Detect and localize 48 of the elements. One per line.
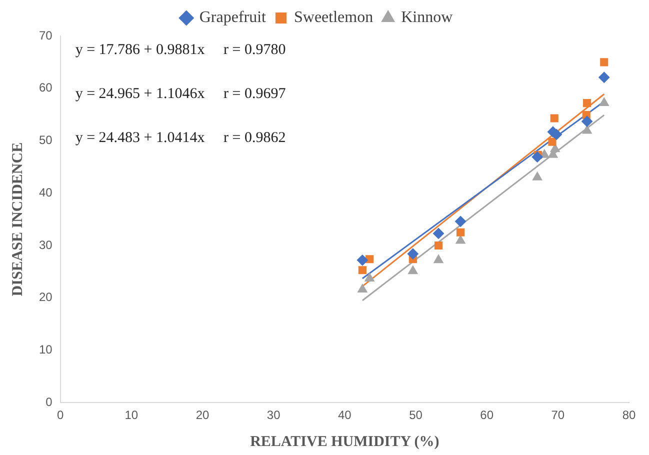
point bbox=[582, 125, 592, 134]
point bbox=[550, 114, 558, 122]
y-tick-label: 60 bbox=[38, 80, 53, 95]
point bbox=[600, 58, 608, 66]
x-axis-title: RELATIVE HUMIDITY (%) bbox=[250, 434, 440, 450]
legend-label: Grapefruit bbox=[199, 9, 267, 26]
y-tick-label: 30 bbox=[38, 238, 53, 252]
point bbox=[550, 144, 560, 152]
annotation: y = 24.965 + 1.1046x r = 0.9697 bbox=[75, 86, 286, 102]
point bbox=[532, 151, 543, 162]
point bbox=[434, 254, 444, 264]
annotation: y = 24.483 + 1.0414x r = 0.9862 bbox=[75, 130, 286, 146]
point bbox=[433, 228, 444, 239]
y-tick-label: 0 bbox=[46, 394, 53, 409]
point bbox=[408, 266, 418, 274]
x-tick-label: 40 bbox=[338, 408, 352, 422]
y-tick-label: 20 bbox=[38, 290, 53, 304]
point bbox=[358, 284, 368, 292]
annotation: y = 17.786 + 0.9881x r = 0.9780 bbox=[75, 42, 286, 58]
point bbox=[598, 72, 610, 83]
x-tick-label: 80 bbox=[622, 408, 636, 422]
x-tick-label: 70 bbox=[551, 408, 565, 422]
point bbox=[583, 99, 592, 108]
point bbox=[456, 228, 465, 236]
point bbox=[599, 98, 609, 106]
x-tick-label: 20 bbox=[196, 408, 210, 422]
y-tick-label: 40 bbox=[38, 185, 53, 200]
point bbox=[434, 241, 443, 250]
point bbox=[532, 172, 542, 180]
point bbox=[407, 248, 418, 260]
y-tick-label: 70 bbox=[38, 28, 53, 42]
legend-label: Kinnow bbox=[401, 9, 454, 26]
point bbox=[356, 254, 368, 266]
point bbox=[548, 138, 556, 146]
y-axis-title: DISEASE INCIDENCE bbox=[10, 142, 26, 296]
point bbox=[455, 216, 466, 227]
point bbox=[358, 266, 366, 274]
x-tick-label: 0 bbox=[57, 408, 64, 422]
point bbox=[364, 272, 374, 282]
x-tick-label: 50 bbox=[409, 408, 423, 422]
point bbox=[456, 235, 466, 244]
y-tick-label: 50 bbox=[38, 133, 53, 148]
y-tick-label: 10 bbox=[38, 342, 53, 357]
x-tick-label: 60 bbox=[480, 408, 494, 422]
legend-label: Sweetlemon bbox=[294, 9, 374, 26]
point bbox=[582, 116, 593, 127]
x-tick-label: 30 bbox=[266, 408, 281, 422]
x-tick-label: 10 bbox=[124, 408, 138, 422]
